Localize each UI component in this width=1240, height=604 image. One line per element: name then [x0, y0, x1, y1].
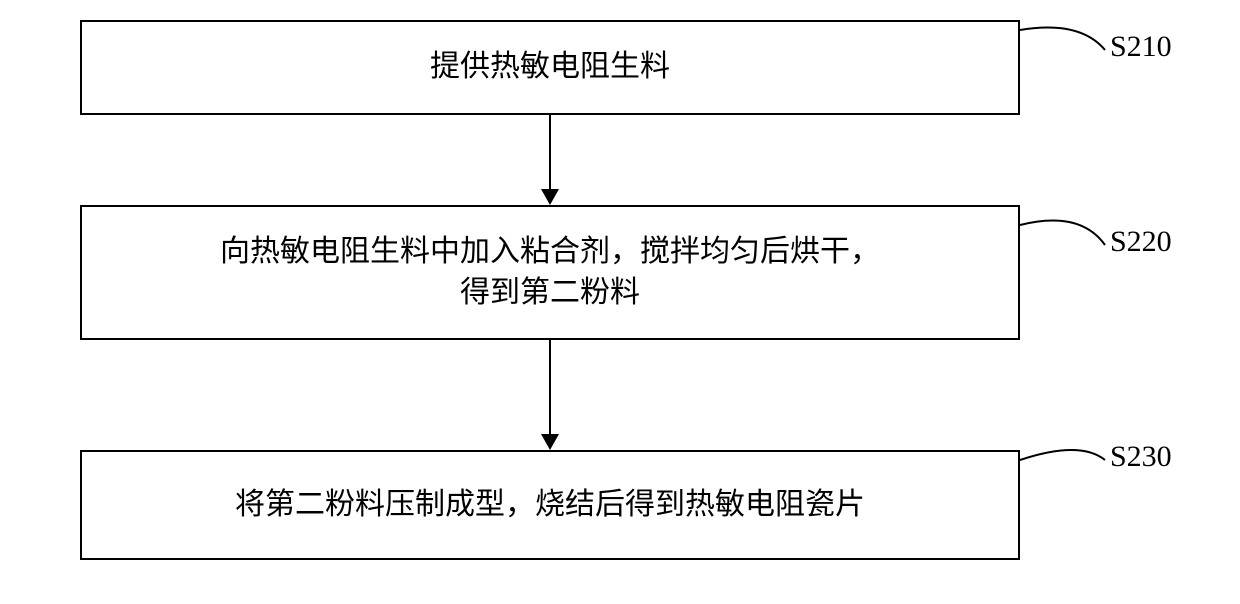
step-label-s230: S230 — [1110, 440, 1172, 474]
flowchart-canvas: 提供热敏电阻生料 S210 向热敏电阻生料中加入粘合剂，搅拌均匀后烘干， 得到第… — [0, 0, 1240, 604]
leader-s230 — [0, 0, 1240, 604]
